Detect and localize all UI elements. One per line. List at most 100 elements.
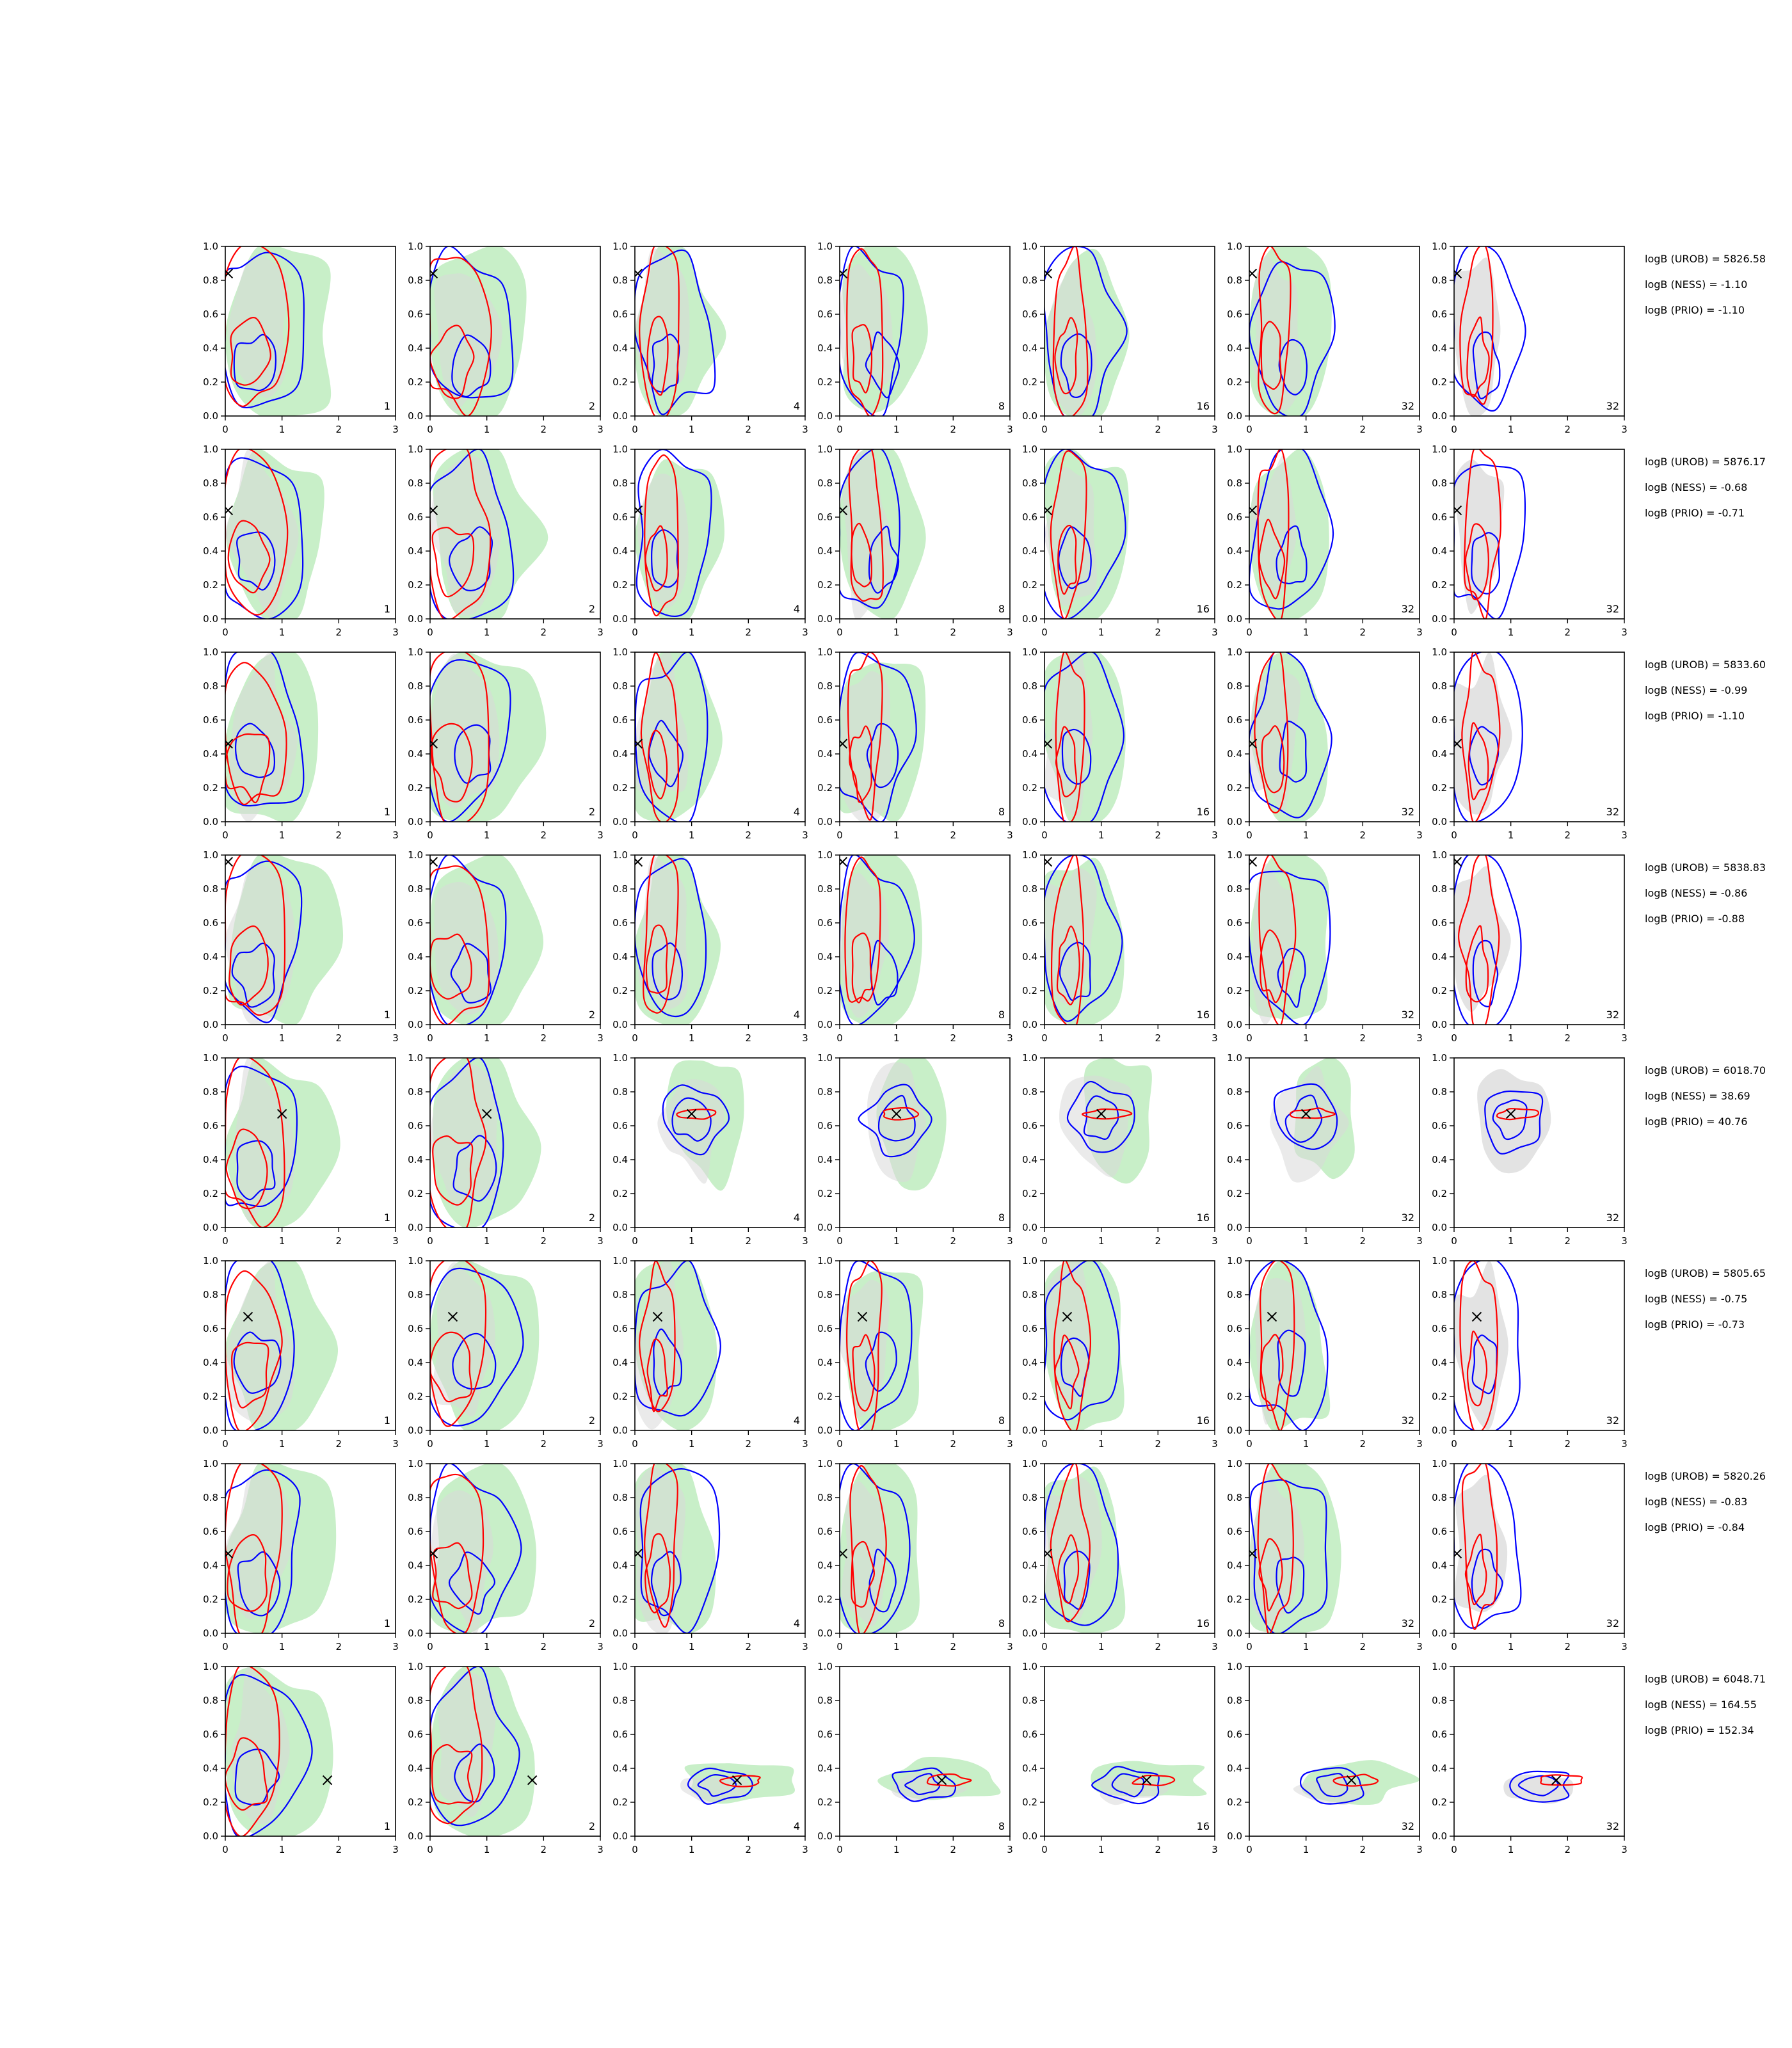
subplot: 0 1 2 3 0.0 0.2 0.4 0.6 0.8 1.0 16 xyxy=(1022,646,1218,841)
x-tick-label: 3 xyxy=(1416,424,1423,435)
y-tick-label: 0.0 xyxy=(1022,1830,1037,1842)
blue-contour xyxy=(1492,1099,1528,1140)
x-tick-label: 2 xyxy=(336,1438,342,1450)
truth-marker xyxy=(840,505,848,516)
truth-marker xyxy=(635,1548,643,1559)
x-tick-label: 0 xyxy=(836,1032,843,1044)
blue-contour xyxy=(1249,870,1331,1025)
subplot: 0 1 2 3 0.0 0.2 0.4 0.6 0.8 1.0 8 xyxy=(817,1255,1013,1450)
red-contour xyxy=(851,1540,876,1608)
y-tick-label: 0.8 xyxy=(817,477,833,489)
red-contour xyxy=(225,733,271,804)
x-tick-label: 2 xyxy=(950,829,957,841)
logb-stat: logB (UROB) = 5820.26 xyxy=(1645,1470,1766,1482)
y-tick-label: 0.8 xyxy=(203,680,218,692)
blue-contour xyxy=(840,246,904,416)
subplot: 0 1 2 3 0.0 0.2 0.4 0.6 0.8 1.0 1 xyxy=(203,444,399,638)
y-tick-label: 0.2 xyxy=(1227,1391,1242,1402)
red-contour xyxy=(1257,449,1290,619)
x-tick-label: 1 xyxy=(893,1641,900,1652)
subplot-column-label: 2 xyxy=(589,1820,595,1832)
red-contour xyxy=(430,865,490,1025)
x-tick-label: 2 xyxy=(1155,424,1162,435)
subplot: 0 1 2 3 0.0 0.2 0.4 0.6 0.8 1.0 8 xyxy=(817,444,1013,638)
y-tick-label: 0.0 xyxy=(203,410,218,422)
subplot-column-label: 4 xyxy=(794,1009,800,1021)
x-tick-label: 3 xyxy=(1621,627,1628,638)
y-tick-label: 0.2 xyxy=(1022,1188,1037,1199)
x-tick-label: 3 xyxy=(1416,1641,1423,1652)
y-tick-label: 0.0 xyxy=(1227,613,1242,625)
x-tick-label: 3 xyxy=(802,829,808,841)
y-tick-label: 0.8 xyxy=(1432,477,1447,489)
y-tick-label: 0.4 xyxy=(408,1357,423,1368)
x-tick-label: 1 xyxy=(893,1032,900,1044)
contour-layer xyxy=(1249,449,1334,619)
contour-layer xyxy=(1454,855,1522,1025)
axes-frame xyxy=(225,1260,396,1431)
x-tick-label: 1 xyxy=(1303,1032,1309,1044)
y-tick-label: 0.2 xyxy=(1022,1391,1037,1402)
x-tick-label: 3 xyxy=(802,1235,808,1247)
contour-layer xyxy=(1454,1261,1521,1430)
contour-layer xyxy=(840,449,926,619)
blue-contour xyxy=(840,1464,911,1633)
gray-density-fill xyxy=(1253,255,1302,412)
contour-layer xyxy=(430,1058,541,1228)
y-tick-label: 0.6 xyxy=(612,308,628,320)
subplot: 0 1 2 3 0.0 0.2 0.4 0.6 0.8 1.0 1 xyxy=(203,1255,399,1450)
subplot-column-label: 32 xyxy=(1606,1820,1619,1832)
x-tick-label: 2 xyxy=(1360,829,1366,841)
axes-frame xyxy=(839,449,1011,620)
blue-contour xyxy=(1044,246,1128,416)
subplot-column-label: 1 xyxy=(384,1212,390,1224)
x-tick-label: 0 xyxy=(1041,1438,1048,1450)
y-tick-label: 0.4 xyxy=(612,1357,628,1368)
x-tick-label: 3 xyxy=(597,1438,604,1450)
truth-marker xyxy=(225,739,234,749)
y-tick-label: 0.0 xyxy=(203,613,218,625)
y-tick-label: 1.0 xyxy=(1022,1255,1037,1267)
subplot-column-label: 32 xyxy=(1402,1617,1414,1629)
y-tick-label: 0.0 xyxy=(408,1628,423,1639)
y-tick-label: 0.6 xyxy=(1022,308,1037,320)
contour-layer xyxy=(635,652,723,822)
x-tick-label: 0 xyxy=(1041,424,1048,435)
x-tick-label: 2 xyxy=(1565,1032,1571,1044)
subplot: 0 1 2 3 0.0 0.2 0.4 0.6 0.8 1.0 32 xyxy=(1432,646,1628,841)
axes-frame xyxy=(1249,1463,1420,1634)
gray-density-fill xyxy=(635,248,690,397)
x-tick-label: 0 xyxy=(836,1641,843,1652)
x-tick-label: 0 xyxy=(1246,1844,1252,1855)
truth-marker xyxy=(1454,505,1462,516)
blue-contour xyxy=(1044,449,1126,619)
blue-contour xyxy=(652,942,684,1000)
x-tick-label: 2 xyxy=(746,627,752,638)
y-tick-label: 0.8 xyxy=(612,1289,628,1300)
subplot-column-label: 16 xyxy=(1197,1009,1210,1021)
truth-marker xyxy=(1141,1775,1152,1786)
subplot-column-label: 8 xyxy=(998,400,1005,412)
y-tick-label: 0.4 xyxy=(817,1763,833,1774)
blue-contour xyxy=(1454,855,1522,1025)
truth-marker xyxy=(243,1311,253,1322)
y-tick-label: 1.0 xyxy=(1432,1255,1447,1267)
y-tick-label: 0.2 xyxy=(408,985,423,996)
y-tick-label: 1.0 xyxy=(1227,1661,1242,1672)
x-tick-label: 3 xyxy=(1007,1438,1013,1450)
x-tick-label: 1 xyxy=(893,424,900,435)
blue-contour xyxy=(454,1743,495,1803)
x-tick-label: 3 xyxy=(1007,1641,1013,1652)
blue-contour xyxy=(448,526,493,591)
y-tick-label: 1.0 xyxy=(1022,646,1037,658)
truth-marker xyxy=(1249,1548,1258,1559)
subplot: 0 1 2 3 0.0 0.2 0.4 0.6 0.8 1.0 32 xyxy=(1227,646,1423,841)
subplot-column-label: 4 xyxy=(794,603,800,615)
y-tick-label: 0.6 xyxy=(1227,714,1242,726)
blue-contour xyxy=(451,334,492,397)
x-tick-label: 3 xyxy=(1007,627,1013,638)
blue-contour xyxy=(1316,1773,1348,1798)
contour-layer xyxy=(225,449,324,619)
y-tick-label: 0.4 xyxy=(1022,1560,1037,1571)
contour-layer xyxy=(1249,246,1336,416)
